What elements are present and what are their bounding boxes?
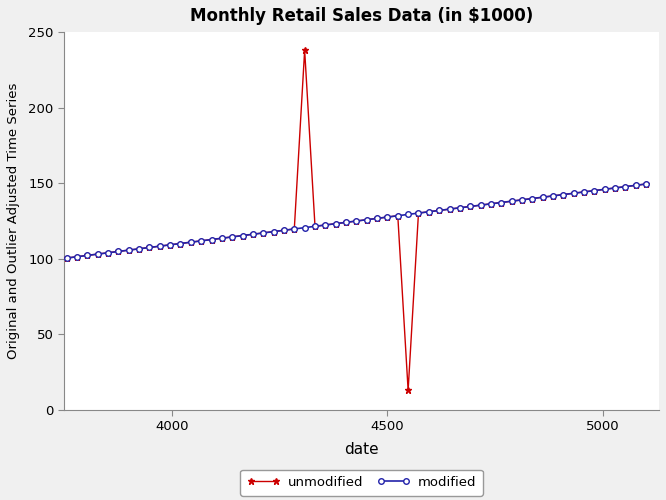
X-axis label: date: date bbox=[344, 442, 379, 457]
Title: Monthly Retail Sales Data (in $1000): Monthly Retail Sales Data (in $1000) bbox=[190, 7, 533, 25]
modified bbox=[456, 205, 464, 211]
modified bbox=[63, 255, 71, 261]
modified bbox=[642, 181, 650, 187]
unmodified bbox=[477, 202, 485, 208]
modified bbox=[83, 252, 91, 258]
modified bbox=[466, 204, 474, 210]
Legend: unmodified, modified: unmodified, modified bbox=[240, 470, 483, 496]
unmodified bbox=[322, 222, 330, 228]
Y-axis label: Original and Outlier Adjusted Time Series: Original and Outlier Adjusted Time Serie… bbox=[7, 83, 20, 359]
unmodified bbox=[218, 235, 226, 241]
Line: modified: modified bbox=[64, 181, 649, 261]
unmodified bbox=[63, 255, 71, 261]
unmodified bbox=[83, 252, 91, 258]
unmodified bbox=[642, 181, 650, 187]
modified bbox=[218, 235, 226, 241]
unmodified bbox=[94, 251, 102, 257]
modified bbox=[311, 224, 319, 230]
Line: unmodified: unmodified bbox=[63, 46, 649, 394]
modified bbox=[94, 251, 102, 257]
unmodified bbox=[404, 388, 412, 394]
unmodified bbox=[487, 201, 495, 207]
unmodified bbox=[300, 47, 308, 53]
